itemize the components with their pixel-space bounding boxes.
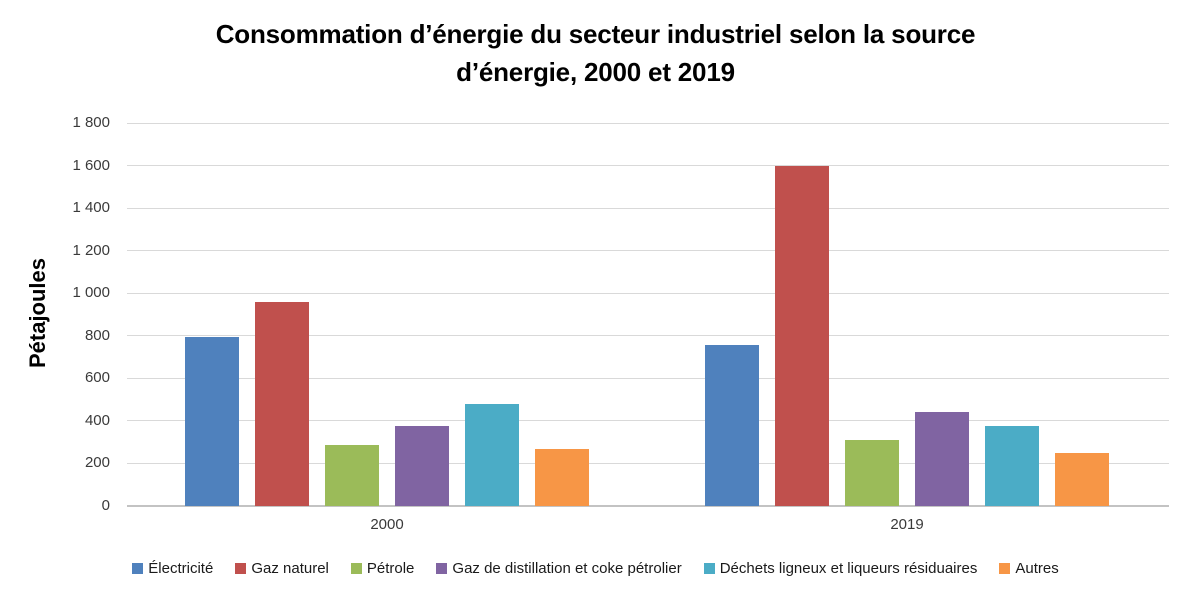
chart-title: Consommation d’énergie du secteur indust…: [215, 19, 976, 87]
legend-label: Autres: [1015, 560, 1059, 577]
legend-item-2: Pétrole: [350, 560, 415, 577]
gridline: [127, 335, 1169, 337]
legend-label: Pétrole: [366, 560, 415, 577]
bar-2019-series-4: [985, 426, 1039, 506]
legend: Électricité Gaz naturel Pétrole Gaz de dist…: [0, 560, 1191, 577]
gridline: [127, 207, 1169, 209]
y-tick-label: 400: [84, 411, 110, 429]
gridline: [127, 292, 1169, 294]
legend-marker-icon: [350, 563, 362, 574]
bar-2000-series-0: [185, 336, 239, 506]
legend-item-5: Autres: [999, 560, 1059, 577]
gridline: [127, 377, 1169, 379]
bar-2000-series-2: [325, 445, 379, 506]
bar-2019-series-1: [775, 165, 829, 506]
legend-item-0: Électricité: [132, 560, 213, 577]
legend-item-3: Gaz de distillation et coke pétrolier: [436, 560, 682, 577]
y-tick-label: 1 200: [72, 241, 110, 259]
y-tick-label: 600: [84, 369, 110, 387]
gridline: [127, 420, 1169, 422]
x-axis-line: [127, 505, 1169, 507]
y-axis-title: Pétajoules: [25, 257, 50, 369]
legend-label: Électricité: [148, 560, 214, 577]
legend-item-1: Gaz naturel: [235, 560, 329, 577]
y-tick-label: 200: [84, 454, 110, 472]
y-tick-label: 800: [84, 326, 110, 344]
legend-label: Gaz naturel: [251, 560, 329, 577]
y-tick-label: 0: [101, 497, 110, 514]
bar-2019-series-2: [845, 440, 899, 506]
gridline: [127, 250, 1169, 252]
gridline: [127, 462, 1169, 464]
legend-item-4: Déchets ligneux et liqueurs résiduaires: [703, 560, 978, 577]
y-tick-label: 1 600: [72, 156, 110, 174]
bar-2019-series-5: [1055, 452, 1109, 506]
legend-marker-icon: [235, 563, 247, 574]
bar-2000-series-5: [535, 448, 589, 506]
x-tick-label: 2019: [890, 516, 924, 533]
legend-marker-icon: [132, 563, 144, 574]
legend-marker-icon: [999, 563, 1011, 574]
bar-group-2019: [705, 123, 1109, 506]
bar-2000-series-3: [395, 426, 449, 506]
y-tick-label: 1 800: [72, 114, 110, 131]
gridline: [127, 165, 1169, 167]
bar-group-2000: [185, 123, 589, 506]
bar-2019-series-0: [705, 345, 759, 506]
legend-marker-icon: [436, 563, 448, 574]
y-tick-label: 1 000: [72, 284, 110, 302]
plot-area: [127, 122, 1169, 507]
x-tick-label: 2000: [370, 516, 404, 533]
gridline: [127, 122, 1169, 124]
bar-2000-series-4: [465, 403, 519, 506]
legend-marker-icon: [703, 563, 715, 574]
bar-2000-series-1: [255, 301, 309, 506]
legend-label: Déchets ligneux et liqueurs résiduaires: [719, 560, 978, 577]
y-tick-label: 1 400: [72, 199, 110, 217]
legend-label: Gaz de distillation et coke pétrolier: [452, 560, 682, 577]
bar-2019-series-3: [915, 412, 969, 506]
